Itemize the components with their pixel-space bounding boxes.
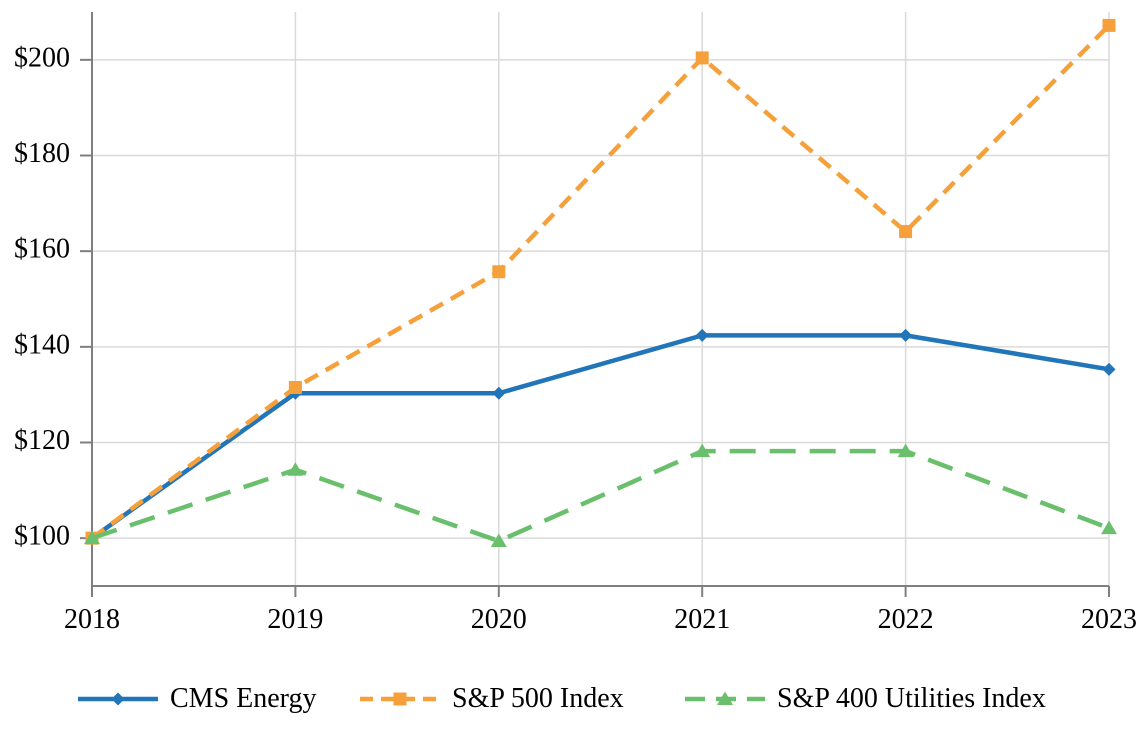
series-line-triangle [91,448,1110,544]
legend-label-cms-energy: CMS Energy [170,683,317,714]
legend-swatch-cms-energy [78,692,158,706]
legend-marker-square [393,692,407,706]
data-point-marker [492,386,506,400]
data-point-marker [288,380,302,394]
legend-label-sp400-utilities: S&P 400 Utilities Index [777,683,1046,714]
data-point-marker [695,51,709,65]
x-tick-label: 2020 [471,604,527,635]
y-tick-label: $120 [14,425,70,456]
legend-item-sp400-utilities: S&P 400 Utilities Index [683,682,1046,716]
legend-item-cms-energy: CMS Energy [76,682,317,716]
line-chart: $100 $120 $140 $160 $180 $200 2018 2019 2020 2021… [14,12,1136,635]
data-point-marker [287,462,304,476]
data-point-marker [899,225,913,239]
data-point-marker [899,328,913,342]
data-point-marker [1102,362,1116,376]
legend-marker-triangle [717,691,733,705]
data-point-marker [695,328,709,342]
x-tick-label: 2023 [1081,604,1136,635]
data-point-marker [84,530,100,545]
legend-label-sp500: S&P 500 Index [452,683,624,714]
x-tick-label: 2021 [674,604,730,635]
y-tick-label: $180 [14,138,70,169]
data-point-marker [1102,18,1116,32]
legend-swatch-sp400-utilities [685,691,765,705]
data-point-marker [897,443,914,458]
y-tick-label: $140 [14,329,70,360]
y-tick-label: $160 [14,234,70,265]
data-point-marker [1101,520,1117,535]
series-line-square [90,23,1111,540]
y-tick-label: $100 [14,521,70,552]
x-tick-label: 2022 [878,604,934,635]
data-point-marker [694,443,711,458]
data-point-marker [490,533,507,548]
x-tick-label: 2019 [267,604,323,635]
data-point-marker [492,265,506,279]
y-tick-label: $200 [14,42,70,73]
legend-swatch-sp500 [360,692,440,706]
legend-marker-diamond [111,692,125,706]
series-line-diamond [90,333,1110,540]
legend-item-sp500: S&P 500 Index [358,682,624,716]
x-tick-label: 2018 [64,604,120,635]
